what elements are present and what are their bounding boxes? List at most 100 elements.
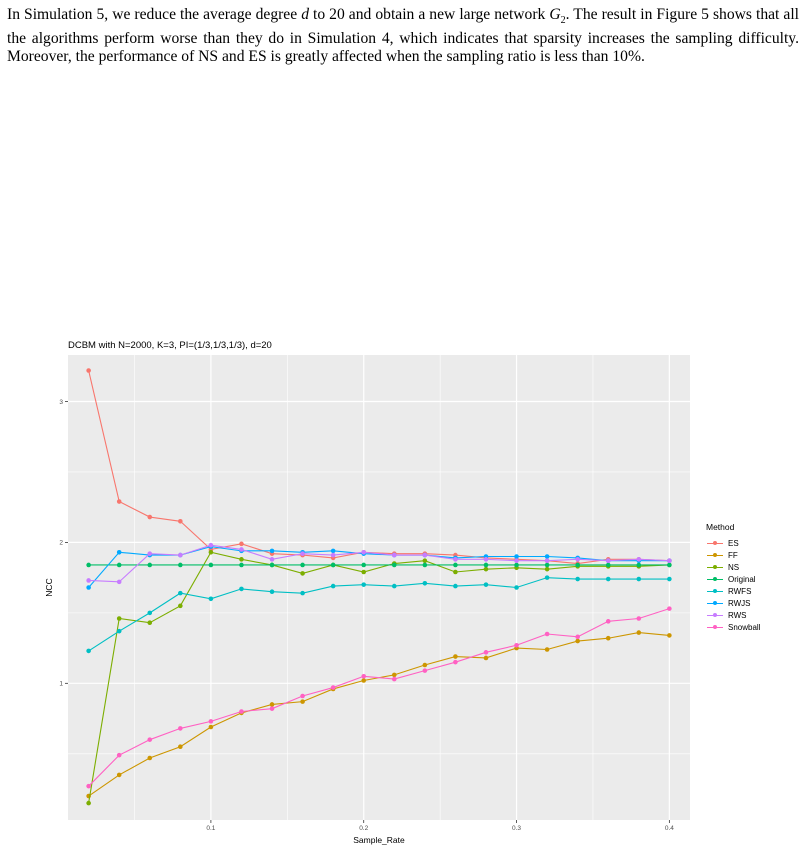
legend-key-rwfs bbox=[706, 585, 724, 597]
legend-key-point bbox=[713, 601, 717, 605]
legend-label-snowball: Snowball bbox=[728, 622, 761, 632]
data-point-rws bbox=[667, 558, 672, 564]
data-point-rwjs bbox=[116, 549, 122, 555]
series-line-rws bbox=[88, 544, 670, 583]
data-point-original bbox=[544, 562, 550, 568]
legend-title: Method bbox=[706, 522, 735, 532]
math-variable-g: G bbox=[549, 6, 561, 23]
data-point-ff bbox=[605, 635, 611, 641]
data-point-ff bbox=[453, 654, 458, 659]
paragraph-text: In Simulation 5, we reduce the average d… bbox=[7, 6, 302, 23]
data-point-ff bbox=[116, 772, 122, 778]
data-point-snowball bbox=[544, 631, 550, 637]
legend-key-ff bbox=[706, 549, 724, 561]
legend-key-point bbox=[713, 565, 717, 569]
data-point-rwfs bbox=[361, 582, 367, 587]
data-point-rwfs bbox=[86, 648, 91, 654]
data-point-rwfs bbox=[667, 576, 672, 582]
chart-title: DCBM with N=2000, K=3, PI=(1/3,1/3,1/3),… bbox=[68, 340, 272, 351]
legend-key-point bbox=[713, 613, 717, 617]
math-subscript: 2 bbox=[560, 15, 566, 27]
data-point-ns bbox=[86, 800, 91, 806]
data-point-ns bbox=[361, 569, 367, 575]
data-point-rwfs bbox=[636, 576, 642, 582]
legend-item-snowball: Snowball bbox=[706, 621, 760, 633]
data-point-rws bbox=[483, 557, 489, 562]
data-point-original bbox=[330, 562, 336, 568]
legend-label-rwfs: RWFS bbox=[728, 586, 752, 596]
series-line-rwfs bbox=[88, 577, 670, 652]
legend-label-ns: NS bbox=[728, 562, 740, 572]
legend-label-rws: RWS bbox=[728, 610, 747, 620]
data-point-snowball bbox=[422, 668, 428, 673]
data-point-snowball bbox=[178, 726, 183, 731]
legend-item-original: Original bbox=[706, 573, 760, 585]
data-point-ns bbox=[178, 603, 183, 609]
data-point-snowball bbox=[391, 676, 397, 682]
data-point-es bbox=[178, 518, 183, 524]
data-point-rwfs bbox=[453, 583, 458, 589]
data-point-ff bbox=[391, 672, 397, 678]
legend-item-rws: RWS bbox=[706, 609, 760, 621]
data-point-ns bbox=[239, 557, 244, 562]
data-point-original bbox=[208, 562, 214, 568]
legend-item-ns: NS bbox=[706, 561, 760, 573]
data-point-snowball bbox=[86, 783, 91, 789]
legend-key-ns bbox=[706, 561, 724, 573]
data-point-rws bbox=[116, 579, 122, 585]
data-point-es bbox=[86, 368, 91, 373]
data-point-rws bbox=[86, 578, 91, 583]
data-point-rwfs bbox=[483, 582, 489, 587]
data-point-original bbox=[636, 562, 642, 568]
data-point-rwfs bbox=[544, 575, 550, 580]
data-point-snowball bbox=[361, 673, 367, 679]
legend-key-point bbox=[713, 541, 717, 545]
data-point-es bbox=[239, 541, 244, 547]
legend-items: ES FF NS Original RWFS RWJS RWS Snowball bbox=[706, 537, 760, 633]
data-point-es bbox=[116, 499, 122, 504]
data-point-rws bbox=[269, 557, 275, 562]
data-point-rwfs bbox=[422, 580, 428, 586]
x-tick-label: 0.4 bbox=[665, 825, 674, 832]
legend-label-ff: FF bbox=[728, 550, 738, 560]
data-point-snowball bbox=[239, 709, 244, 714]
data-point-snowball bbox=[147, 737, 153, 742]
y-tick-label: 1 bbox=[59, 681, 63, 688]
data-point-es bbox=[147, 514, 153, 520]
data-point-original bbox=[269, 562, 275, 568]
legend-key-es bbox=[706, 537, 724, 549]
data-point-rwfs bbox=[330, 583, 336, 589]
x-tick-label: 0.1 bbox=[206, 825, 215, 832]
data-point-rws bbox=[208, 542, 214, 548]
data-point-original bbox=[575, 562, 580, 568]
data-point-rws bbox=[300, 551, 305, 556]
data-point-ff bbox=[483, 655, 489, 661]
data-point-original bbox=[239, 562, 244, 568]
y-axis-label: NCC bbox=[44, 578, 54, 596]
data-point-original bbox=[422, 562, 428, 568]
data-point-rwjs bbox=[269, 548, 275, 554]
paragraph-text: . The result in Figure 5 shows that all … bbox=[7, 6, 799, 66]
data-point-original bbox=[361, 562, 367, 568]
data-point-snowball bbox=[330, 685, 336, 690]
data-point-rws bbox=[605, 558, 611, 564]
data-point-original bbox=[391, 562, 397, 568]
data-point-rws bbox=[330, 552, 336, 558]
data-point-original bbox=[86, 562, 91, 568]
legend-key-snowball bbox=[706, 621, 724, 633]
data-point-snowball bbox=[116, 752, 122, 758]
y-tick-label: 2 bbox=[59, 540, 63, 547]
data-point-original bbox=[147, 562, 153, 568]
data-point-rws bbox=[453, 557, 458, 562]
data-point-rwfs bbox=[178, 590, 183, 596]
series-line-es bbox=[88, 370, 670, 565]
paragraph-text: . bbox=[640, 48, 645, 66]
data-point-ns bbox=[147, 620, 153, 626]
body-paragraph: In Simulation 5, we reduce the average d… bbox=[7, 6, 799, 66]
data-point-rws bbox=[575, 557, 580, 562]
data-point-ns bbox=[544, 566, 550, 572]
data-point-original bbox=[483, 562, 489, 568]
chart-legend: Method ES FF NS Original RWFS RWJS RWS Snowball bbox=[706, 522, 760, 633]
paragraph-text: to 20 and obtain a new large network bbox=[308, 6, 550, 23]
data-point-snowball bbox=[514, 642, 519, 648]
